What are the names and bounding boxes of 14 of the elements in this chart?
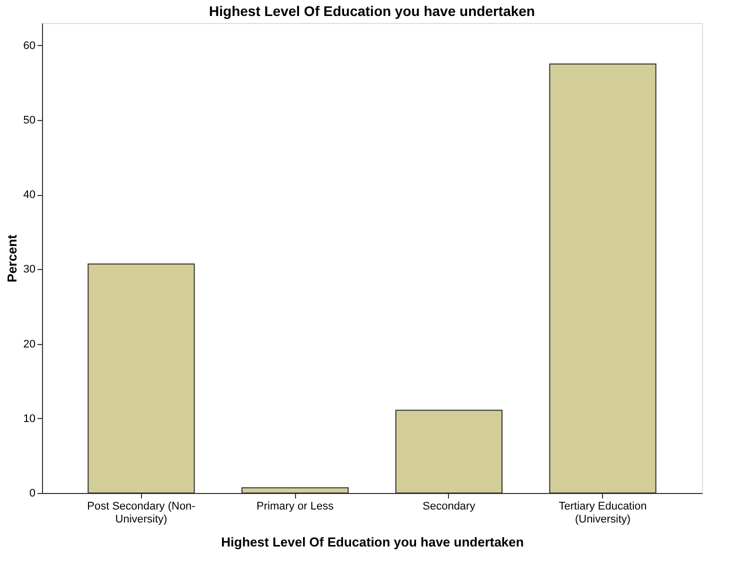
y-tick-label: 40 xyxy=(23,189,36,202)
x-tick-label: Tertiary Education (University) xyxy=(558,500,647,526)
x-tick-label: Post Secondary (Non- University) xyxy=(87,500,196,526)
x-tick-label: Secondary xyxy=(422,500,476,512)
x-tick-label: Primary or Less xyxy=(256,500,334,512)
y-tick-label: 10 xyxy=(23,412,36,425)
y-tick-label: 0 xyxy=(29,488,36,500)
chart-title: Highest Level Of Education you have undertaken xyxy=(209,3,535,19)
y-tick-label: 20 xyxy=(23,338,36,350)
x-axis-title: Highest Level Of Education you have undertaken xyxy=(221,534,524,550)
y-tick-label: 60 xyxy=(23,40,36,52)
y-tick-label: 30 xyxy=(23,264,36,276)
y-tick-label: 50 xyxy=(23,114,36,126)
y-axis-title: Percent xyxy=(4,234,20,282)
